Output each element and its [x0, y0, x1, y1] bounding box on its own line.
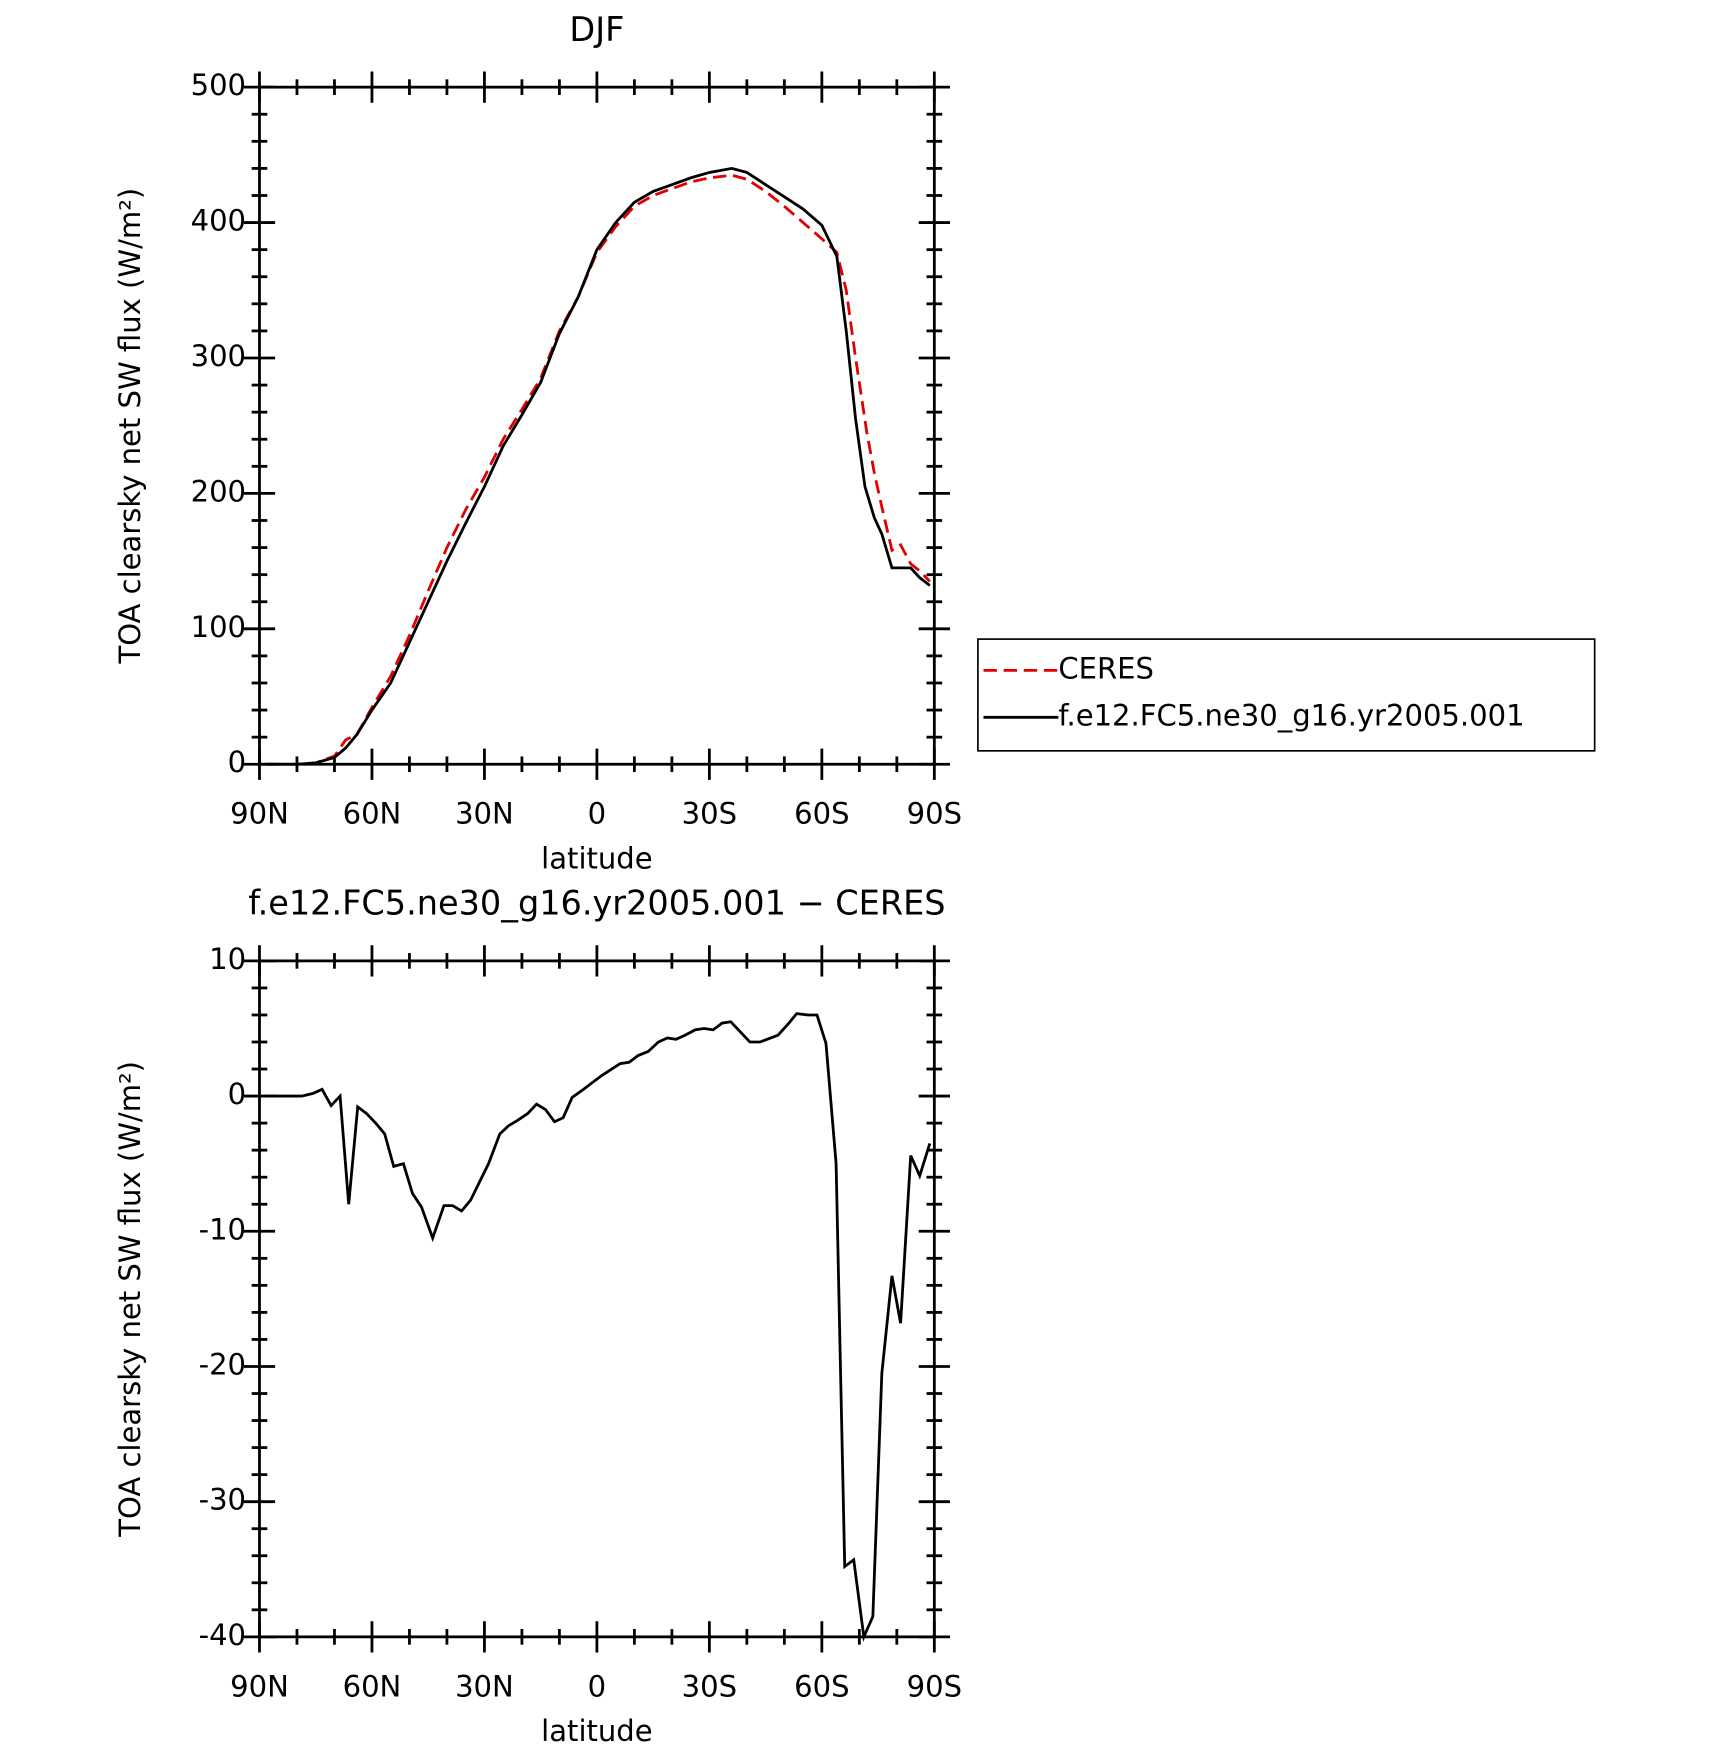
plot-frame [258, 959, 936, 1639]
x-axis-label: latitude [541, 841, 652, 875]
y-tick-label: 500 [191, 68, 246, 102]
y-tick-label: -30 [199, 1483, 246, 1517]
x-tick-label: 90N [230, 1669, 289, 1703]
data-line [265, 1012, 932, 1642]
x-tick-label: 60S [794, 1669, 849, 1703]
x-tick-label: 30S [682, 1669, 737, 1703]
data-line [266, 166, 931, 766]
legend-label: f.e12.FC5.ne30_g16.yr2005.001 [1058, 698, 1524, 732]
y-tick-label: 300 [191, 339, 246, 373]
x-tick-label: 60S [794, 797, 849, 831]
chart-title: DJF [569, 10, 624, 49]
chart-title: f.e12.FC5.ne30_g16.yr2005.001 − CERES [248, 884, 945, 923]
y-tick-label: 400 [191, 204, 246, 238]
x-axis-label: latitude [541, 1714, 652, 1748]
x-tick-label: 90S [907, 797, 962, 831]
y-tick-label: -40 [199, 1618, 246, 1652]
x-tick-label: 30N [455, 1669, 514, 1703]
data-line [266, 173, 931, 766]
y-tick-label: 200 [191, 474, 246, 508]
x-tick-label: 0 [588, 1669, 606, 1703]
legend-box [977, 638, 1596, 752]
y-tick-label: -10 [199, 1212, 246, 1246]
x-tick-label: 90S [907, 1669, 962, 1703]
y-tick-label: 0 [228, 745, 246, 779]
x-tick-label: 30N [455, 797, 514, 831]
x-tick-label: 60N [343, 1669, 402, 1703]
y-tick-label: 100 [191, 610, 246, 644]
x-tick-label: 30S [682, 797, 737, 831]
y-tick-label: 0 [228, 1077, 246, 1111]
y-tick-label: -20 [199, 1347, 246, 1381]
x-tick-label: 60N [343, 797, 402, 831]
x-tick-label: 90N [230, 797, 289, 831]
plot-frame [258, 85, 936, 766]
x-tick-label: 0 [588, 797, 606, 831]
legend: CERES f.e12.FC5.ne30_g16.yr2005.001 [977, 638, 1596, 752]
y-tick-label: 10 [209, 942, 246, 976]
y-axis-label: TOA clearsky net SW flux (W/m²) [113, 188, 147, 665]
legend-label: CERES [1058, 651, 1154, 685]
y-axis-label: TOA clearsky net SW flux (W/m²) [113, 1061, 147, 1538]
